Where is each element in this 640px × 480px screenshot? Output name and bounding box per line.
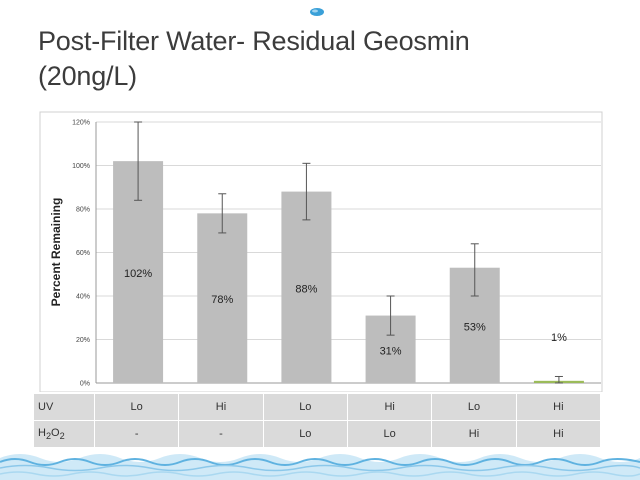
y-tick-label: 80% — [76, 207, 90, 214]
bar-chart: 0% 20% 40% 60% 80% 100% 120% Percent Remaining… — [39, 111, 603, 392]
y-tick-label: 100% — [72, 163, 90, 170]
uv-row-label: UV — [33, 393, 95, 421]
h2o2-cell: Hi — [431, 420, 517, 448]
bar — [197, 213, 248, 383]
h2o2-row: H2O2 - - Lo Lo Hi Hi — [33, 420, 602, 448]
bar-series: 102% 78% 88% 31% 53% 1% — [113, 121, 584, 384]
y-tick-label: 60% — [76, 250, 90, 257]
y-tick-label: 20% — [76, 337, 90, 344]
h2o2-row-label: H2O2 — [33, 420, 95, 448]
y-tick-label: 120% — [72, 120, 90, 127]
uv-cell: Lo — [93, 393, 180, 421]
y-tick-label: 0% — [80, 381, 90, 388]
data-label: 102% — [124, 268, 152, 280]
h2o2-cell: Hi — [515, 420, 602, 448]
h2o2-cell: - — [93, 420, 180, 448]
y-axis-ticks: 0% 20% 40% 60% 80% 100% 120% — [72, 120, 601, 388]
data-label: 31% — [380, 345, 402, 357]
data-label: 88% — [295, 283, 317, 295]
h2o2-cell: Lo — [262, 420, 348, 448]
title-line-2: (20ng/L) — [38, 61, 137, 91]
title-line-1: Post-Filter Water- Residual Geosmin — [38, 26, 470, 56]
data-label: 1% — [551, 332, 567, 344]
y-axis-label: Percent Remaining — [49, 198, 63, 307]
uv-cell: Lo — [431, 393, 517, 421]
water-droplet-logo-icon — [310, 8, 324, 16]
data-label: 78% — [211, 294, 233, 306]
data-label: 53% — [464, 321, 486, 333]
y-tick-label: 40% — [76, 294, 90, 301]
conditions-table: UV Lo Hi Lo Hi Lo Hi H2O2 - - Lo Lo Hi H… — [33, 393, 602, 448]
uv-row: UV Lo Hi Lo Hi Lo Hi — [33, 393, 602, 421]
uv-cell: Hi — [346, 393, 433, 421]
h2o2-cell: Lo — [346, 420, 433, 448]
uv-cell: Lo — [262, 393, 348, 421]
uv-cell: Hi — [178, 393, 264, 421]
bar — [281, 191, 332, 383]
water-waves-decoration — [0, 454, 640, 480]
uv-cell: Hi — [515, 393, 602, 421]
slide-title: Post-Filter Water- Residual Geosmin (20n… — [38, 24, 598, 94]
h2o2-cell: - — [178, 420, 264, 448]
